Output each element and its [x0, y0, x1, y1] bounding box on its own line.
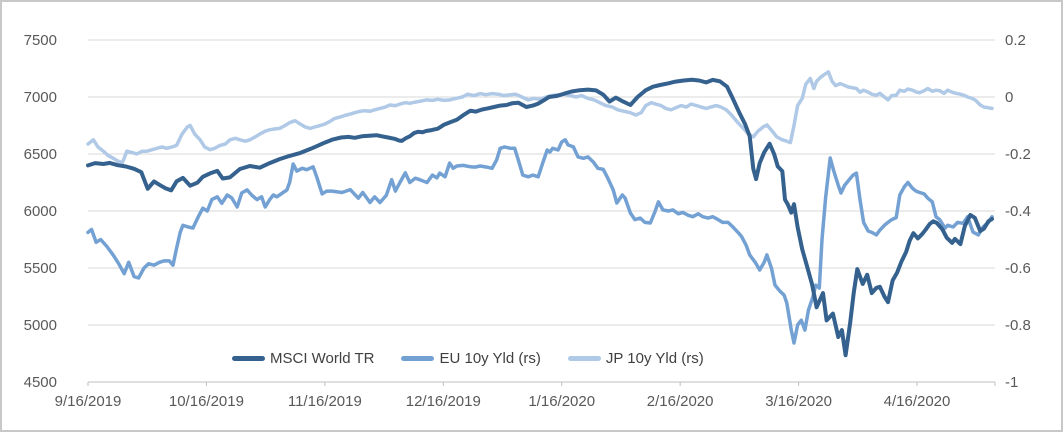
legend-item-eu-10y-yld: EU 10y Yld (rs) — [401, 350, 541, 367]
y-axis-left-label: 5000 — [24, 317, 57, 334]
series-line-msci-world-tr — [86, 77, 994, 358]
y-axis-right-label: -0.4 — [1005, 203, 1031, 220]
y-axis-right-label: 0 — [1005, 89, 1013, 106]
y-axis-right-label: -0.6 — [1005, 260, 1031, 277]
y-axis-right-label: -0.8 — [1005, 317, 1031, 334]
legend-label-msci: MSCI World TR — [270, 350, 375, 367]
legend-line-swatch-msci — [232, 356, 265, 361]
legend-label-jp: JP 10y Yld (rs) — [605, 350, 704, 367]
x-axis-label: 10/16/2019 — [169, 393, 244, 410]
y-axis-left-label: 6000 — [24, 203, 57, 220]
legend-item-msci-world-tr: MSCI World TR — [232, 350, 374, 367]
y-axis-left-label: 5500 — [24, 260, 57, 277]
legend-line-swatch-jp — [567, 356, 601, 361]
legend-label-eu: EU 10y Yld (rs) — [439, 350, 541, 367]
y-axis-left-label: 7500 — [24, 32, 57, 49]
y-axis-left-label: 7000 — [24, 89, 57, 106]
series-line-jp-10y-yld — [86, 70, 994, 165]
x-axis-label: 9/16/2019 — [55, 393, 122, 410]
x-axis-label: 2/16/2020 — [647, 393, 714, 410]
legend-line-swatch-eu — [401, 356, 435, 361]
x-axis-label: 3/16/2020 — [765, 393, 832, 410]
x-axis-label: 1/16/2020 — [528, 393, 595, 410]
y-axis-left-label: 4500 — [24, 374, 57, 391]
x-axis-label: 4/16/2020 — [884, 393, 951, 410]
y-axis-left-label: 6500 — [24, 146, 57, 163]
chart-legend: MSCI World TR EU 10y Yld (rs) JP 10y Yld… — [232, 350, 704, 367]
y-axis-right-label: -0.2 — [1005, 146, 1031, 163]
y-axis-right-label: 0.2 — [1005, 32, 1026, 49]
x-axis-label: 11/16/2019 — [288, 393, 362, 410]
legend-item-jp-10y-yld: JP 10y Yld (rs) — [567, 350, 704, 367]
x-axis-label: 12/16/2019 — [406, 393, 481, 410]
series-line-eu-10y-yld — [86, 138, 994, 345]
y-axis-right-label: -1 — [1005, 374, 1018, 391]
